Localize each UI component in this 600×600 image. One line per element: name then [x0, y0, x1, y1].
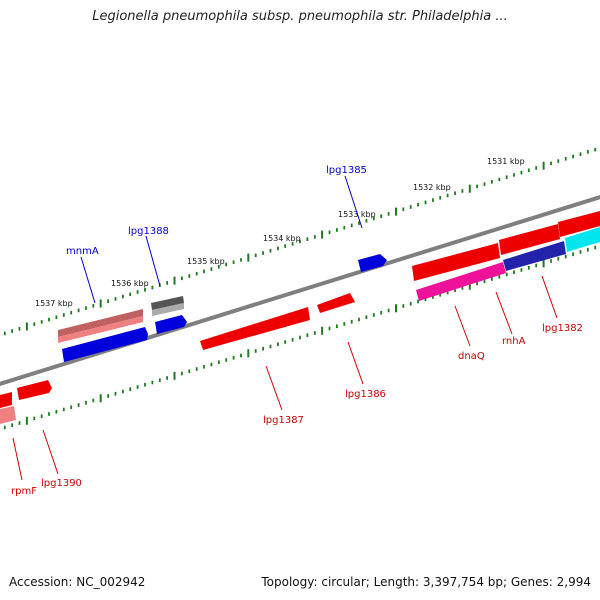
gene-upper-red-1[interactable] — [412, 243, 500, 281]
map-title: Legionella pneumophila subsp. pneumophil… — [92, 9, 508, 24]
leader-dnaq — [454, 305, 471, 347]
gene-gray[interactable] — [151, 296, 184, 310]
leader-rpmf — [12, 437, 23, 481]
gene-pink-upper-shade — [58, 309, 143, 337]
gene-lpg1385[interactable] — [358, 254, 387, 272]
gene-mnma[interactable] — [58, 316, 143, 343]
gene-lower-blue-1[interactable] — [62, 327, 148, 362]
scale-label-1536: 1536 kbp — [111, 279, 149, 288]
scale-label-1537: 1537 kbp — [35, 299, 73, 308]
leader-lpg1387 — [265, 365, 283, 411]
leader-lpg1386 — [347, 341, 364, 385]
leader-mnma — [80, 256, 96, 304]
label-lpg1386: lpg1386 — [345, 389, 386, 400]
gene-lower-blue-2[interactable] — [155, 315, 187, 334]
label-lpg1385: lpg1385 — [326, 165, 367, 176]
gene-rnha[interactable] — [503, 241, 566, 271]
genome-backbone — [0, 195, 600, 386]
gene-lpg1382[interactable] — [565, 227, 600, 252]
scale-label-1535: 1535 kbp — [187, 257, 225, 266]
label-mnma: mnmA — [66, 246, 99, 257]
leader-lpg1382 — [541, 275, 558, 319]
topology-summary: Topology: circular; Length: 3,397,754 bp… — [261, 575, 591, 589]
label-lpg1390: lpg1390 — [41, 478, 82, 489]
label-rpmf: rpmF — [11, 486, 37, 497]
scale-label-1531: 1531 kbp — [487, 157, 525, 166]
leader-lpg1388 — [145, 235, 161, 287]
leader-lpg1385 — [344, 175, 363, 229]
label-lpg1387: lpg1387 — [263, 415, 304, 426]
gene-dnaq[interactable] — [416, 262, 506, 301]
leader-lpg1390 — [42, 429, 59, 475]
gene-upper-red-2[interactable] — [499, 224, 560, 255]
gene-upper-red-3[interactable] — [558, 211, 600, 237]
gene-rpmf[interactable] — [0, 406, 16, 424]
scale-label-1532: 1532 kbp — [413, 183, 451, 192]
label-lpg1382: lpg1382 — [542, 323, 583, 334]
leader-rnha — [495, 291, 513, 335]
scale-label-1533: 1533 kbp — [338, 210, 376, 219]
gene-lpg1387[interactable] — [200, 307, 310, 350]
accession-text: Accession: NC_002942 — [9, 575, 146, 589]
label-rnha: rnhA — [502, 336, 526, 347]
scale-label-1534: 1534 kbp — [263, 234, 301, 243]
gene-lpg1386[interactable] — [317, 293, 355, 313]
label-lpg1388: lpg1388 — [128, 226, 169, 237]
label-dnaq: dnaQ — [458, 351, 485, 362]
gene-gray-shade — [152, 303, 184, 316]
gene-left-red[interactable] — [0, 392, 12, 408]
gene-lpg1390[interactable] — [17, 380, 52, 400]
